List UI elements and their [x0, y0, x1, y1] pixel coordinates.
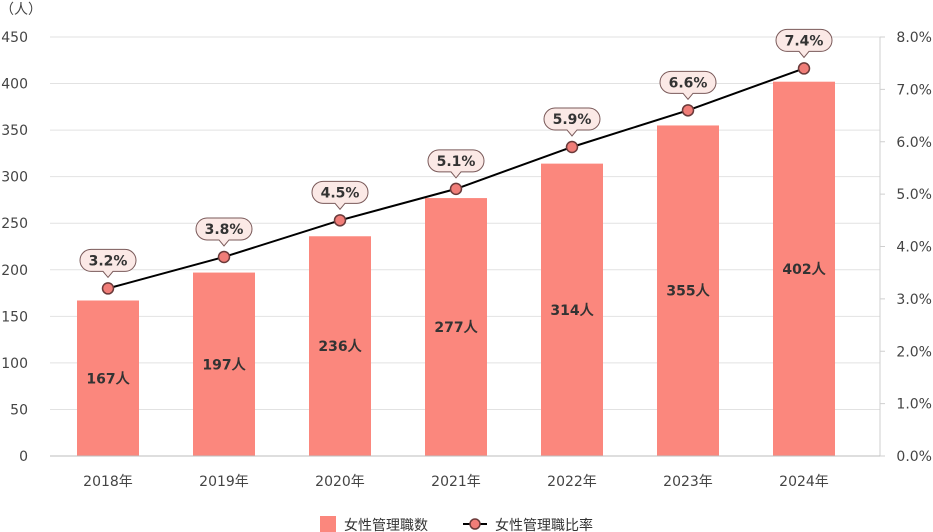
bar — [541, 163, 603, 456]
bar-series: 167人 197人 236人 277人 314人 355人 402人 — [77, 81, 835, 457]
x-axis: 2018年 2019年 2020年 2021年 2022年 2023年 2024年 — [50, 455, 880, 490]
rate-callout — [659, 70, 717, 101]
rate-marker — [449, 182, 463, 196]
x-tick-label: 2021年 — [431, 474, 481, 490]
bar-value-label: 167人 — [86, 370, 130, 387]
left-tick-label: 400 — [1, 77, 28, 93]
x-tick-label: 2023年 — [663, 474, 713, 490]
rate-callout — [775, 28, 833, 59]
left-tick-label: 0 — [19, 449, 28, 465]
bar — [309, 236, 371, 456]
bar — [773, 81, 835, 457]
rate-value-label: 3.8% — [205, 222, 244, 238]
bar-value-label: 314人 — [550, 302, 594, 319]
rate-callout — [311, 180, 369, 211]
left-tick-label: 200 — [1, 263, 28, 279]
rate-marker — [333, 214, 347, 227]
left-axis-unit: （人） — [0, 2, 42, 18]
rate-callout — [195, 217, 253, 247]
bar-value-label: 236人 — [318, 338, 362, 355]
bar-value-label: 402人 — [782, 261, 826, 278]
bar-value-label: 355人 — [666, 283, 710, 300]
rate-value-label: 5.9% — [553, 112, 592, 128]
bar — [425, 198, 487, 457]
left-tick-label: 50 — [10, 402, 28, 418]
right-tick-label: 2.0% — [896, 344, 932, 360]
right-tick-label: 3.0% — [896, 292, 932, 308]
rate-marker — [681, 104, 695, 117]
left-tick-label: 300 — [1, 170, 28, 186]
legend: 女性管理職数 女性管理職比率 — [320, 516, 593, 532]
right-tick-label: 6.0% — [896, 135, 932, 151]
legend-bar-label: 女性管理職数 — [344, 517, 428, 532]
legend-bar-swatch — [320, 516, 336, 532]
rate-marker — [217, 250, 231, 264]
right-tick-label: 8.0% — [896, 30, 932, 46]
rate-value-label: 7.4% — [785, 33, 824, 49]
line-series: 3.2% 3.8% 4.5% 5.1% 5.9% 6.6% 7.4% — [79, 28, 833, 295]
right-y-axis: 0.0% 1.0% 2.0% 3.0% 4.0% 5.0% 6.0% 7.0% 8.0% — [879, 30, 932, 465]
left-tick-label: 450 — [1, 30, 28, 46]
rate-marker — [101, 282, 115, 295]
right-tick-label: 4.0% — [896, 240, 932, 256]
right-tick-label: 0.0% — [896, 449, 932, 465]
legend-line-marker — [469, 518, 481, 530]
bar-value-label: 277人 — [434, 319, 478, 336]
x-tick-label: 2022年 — [547, 474, 597, 490]
bar-value-label: 197人 — [202, 356, 246, 373]
left-tick-label: 350 — [1, 123, 28, 139]
rate-callout — [79, 248, 137, 279]
x-tick-label: 2019年 — [199, 474, 249, 490]
right-tick-label: 7.0% — [896, 82, 932, 98]
left-tick-label: 250 — [1, 216, 28, 232]
rate-value-label: 6.6% — [669, 75, 708, 91]
rate-callout — [427, 149, 485, 179]
rate-marker — [797, 62, 811, 75]
right-tick-label: 1.0% — [896, 397, 932, 413]
x-tick-label: 2024年 — [779, 474, 829, 490]
x-tick-label: 2018年 — [83, 474, 133, 490]
bar — [77, 300, 139, 456]
bar — [657, 125, 719, 456]
right-tick-label: 5.0% — [896, 187, 932, 203]
left-y-axis: 0 50 100 150 200 250 300 350 400 450 （人） — [0, 2, 42, 465]
bar — [193, 272, 255, 456]
rate-value-label: 4.5% — [321, 185, 360, 201]
left-tick-label: 100 — [1, 356, 28, 372]
rate-value-label: 3.2% — [89, 253, 128, 269]
rate-value-label: 5.1% — [437, 154, 476, 170]
rate-marker — [565, 140, 579, 154]
rate-callout — [543, 107, 601, 137]
x-tick-label: 2020年 — [315, 474, 365, 490]
legend-line-label: 女性管理職比率 — [495, 517, 593, 532]
left-tick-label: 150 — [1, 309, 28, 325]
